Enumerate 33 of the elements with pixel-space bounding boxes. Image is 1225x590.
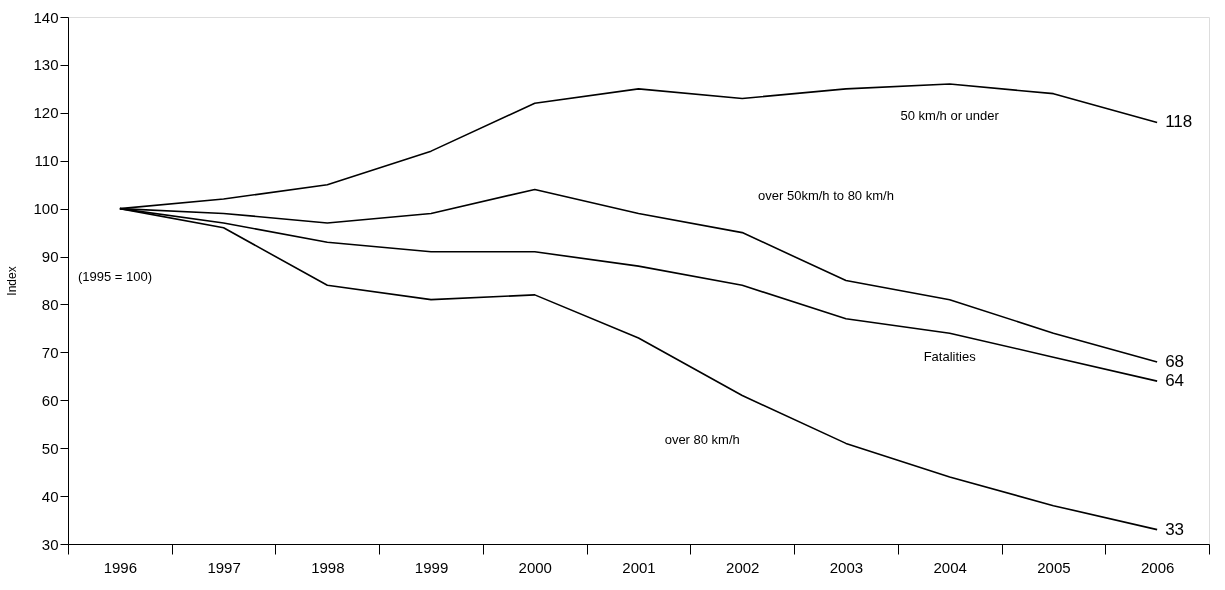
x-tick-label: 2001 — [622, 558, 656, 576]
y-tick-label: 30 — [41, 535, 59, 553]
series-label: 50 km/h or under — [900, 108, 1000, 124]
y-tick-label: 80 — [41, 295, 59, 313]
annotation: (1995 = 100) — [78, 269, 153, 284]
x-tick-label: 2002 — [726, 558, 760, 576]
y-tick-label: 70 — [41, 343, 59, 361]
x-tick-label: 1999 — [414, 558, 449, 576]
text: over 50km/h to 80 km/h — [758, 187, 894, 203]
text: over 80 km/h — [664, 432, 740, 448]
x-tick-label: 2000 — [518, 558, 552, 576]
y-axis-title: Index — [5, 266, 20, 296]
x-tick-label: 2006 — [1140, 558, 1175, 576]
x-tick-label: 2005 — [1037, 558, 1071, 576]
x-tick-label: 2003 — [829, 558, 864, 576]
y-tick-label: 140 — [33, 8, 59, 26]
x-tick-label: 1997 — [207, 558, 241, 576]
y-tick-label: 40 — [41, 487, 59, 505]
y-tick-label: 90 — [41, 248, 59, 266]
data-label: 64 — [1165, 371, 1185, 391]
x-tick-label: 1996 — [103, 558, 138, 576]
y-tick-label: 60 — [41, 391, 59, 409]
data-label: 68 — [1165, 351, 1185, 371]
x-tick-label: 2004 — [933, 558, 967, 576]
series-label: Fatalities — [923, 349, 977, 365]
y-tick-label: 50 — [41, 439, 59, 457]
y-tick-label: 110 — [34, 152, 59, 170]
data-label: 118 — [1165, 112, 1193, 132]
y-tick-label: 100 — [33, 200, 59, 218]
y-tick-label: 120 — [33, 104, 59, 122]
x-tick-label: 1998 — [311, 558, 345, 576]
data-label: 33 — [1165, 519, 1185, 539]
y-tick-label: 130 — [33, 56, 59, 74]
